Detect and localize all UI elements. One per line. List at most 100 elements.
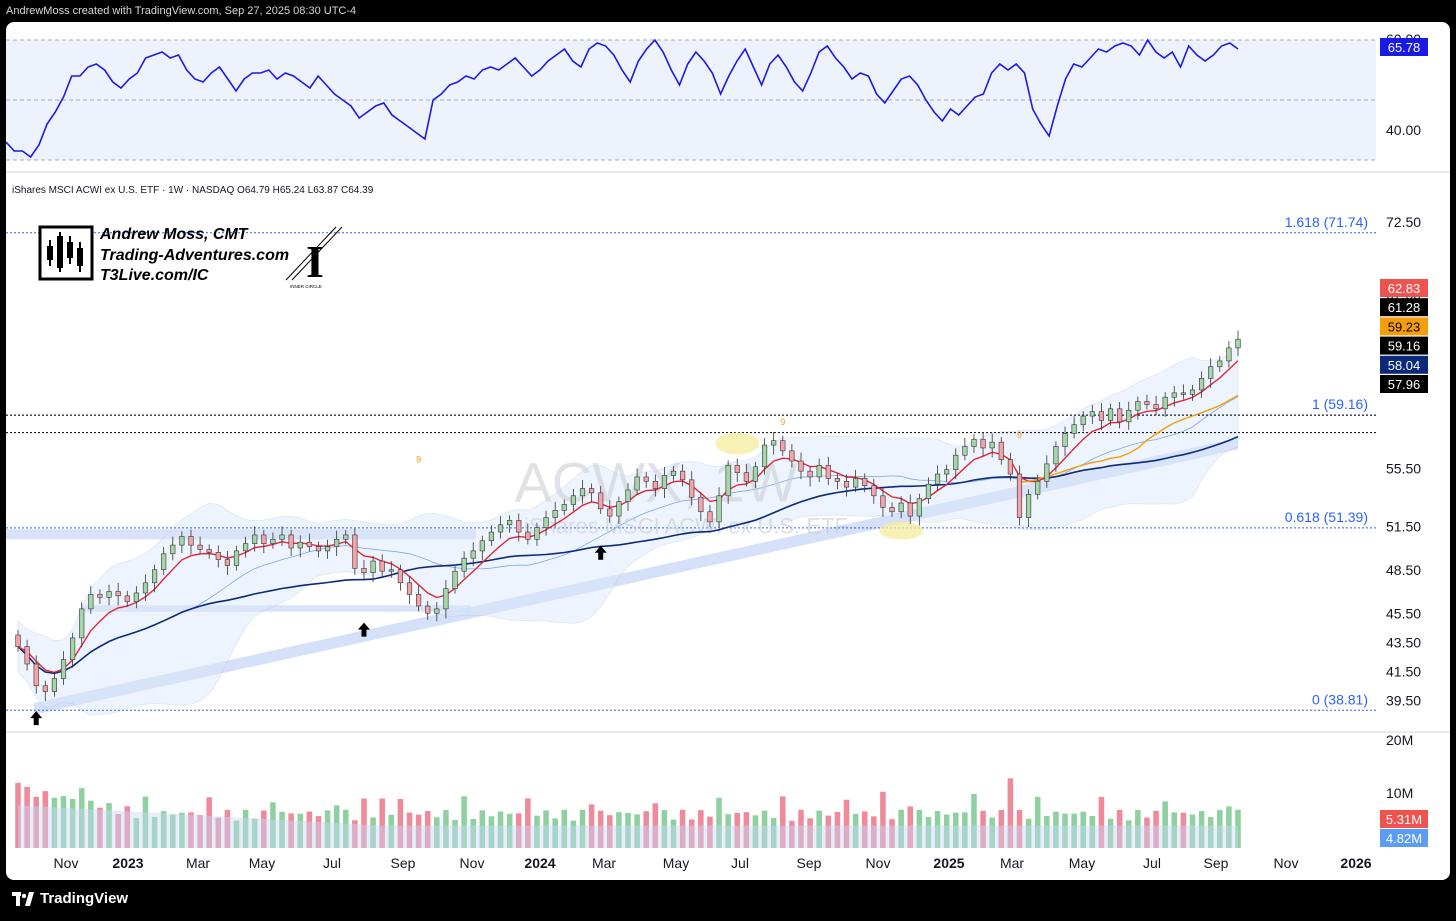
candle-body: [461, 557, 467, 572]
candle-body: [589, 488, 595, 494]
volume-bar: [506, 813, 513, 848]
volume-bar: [1198, 811, 1205, 848]
volume-bar: [780, 796, 786, 848]
price-pane: 1.618 (71.74) 1 (59.16) 0.618 (51.39) 0 (38…: [6, 214, 1450, 733]
candle-body: [452, 570, 458, 589]
candle-body: [1135, 401, 1141, 411]
candle-body: [725, 465, 731, 497]
volume-bar: [962, 812, 968, 848]
candle-body: [734, 465, 740, 473]
volume-ma-area: [18, 805, 1238, 848]
fib-level-label: 0 (38.81): [1312, 691, 1368, 707]
volume-bar: [1053, 811, 1059, 848]
candle-body: [170, 544, 176, 555]
candle-body: [707, 511, 713, 523]
price-badge: [1380, 279, 1428, 297]
volume-bar: [916, 810, 923, 848]
price-axis[interactable]: 60.0040.0065.7872.5067.5055.5051.5048.50…: [1380, 31, 1428, 847]
time-tick-label: Jul: [1143, 855, 1161, 871]
volume-bar: [306, 811, 313, 848]
volume-bar: [1135, 809, 1141, 848]
candle-body: [607, 508, 613, 517]
chart-svg[interactable]: iShares MSCI ACWI ex U.S. ETF · 1W · NAS…: [6, 22, 1450, 880]
candle-body: [1062, 433, 1068, 447]
volume-bar: [679, 809, 686, 848]
volume-bar: [843, 799, 850, 848]
volume-bar: [1044, 815, 1050, 848]
candle-body: [971, 438, 977, 447]
chart-panel[interactable]: iShares MSCI ACWI ex U.S. ETF · 1W · NAS…: [6, 22, 1450, 880]
volume-badge: [1380, 810, 1428, 828]
time-tick-label: Jul: [731, 855, 749, 871]
volume-bar: [725, 814, 731, 848]
candle-body: [1189, 389, 1196, 395]
candle-body: [233, 550, 240, 566]
volume-bar: [24, 786, 30, 848]
candle-body: [944, 469, 950, 475]
volume-bar: [406, 812, 413, 848]
brand-author: Andrew Moss, CMT: [99, 226, 249, 243]
volume-bar: [1226, 806, 1232, 848]
time-tick-label: 2023: [112, 855, 143, 871]
time-axis[interactable]: Nov 2023 Mar May Jul Sep Nov 2024 Mar May Jul Sep No…: [54, 855, 1372, 871]
candle-body: [1117, 408, 1123, 423]
price-badge-text: 59.16: [1388, 339, 1421, 354]
tradingview-logo[interactable]: TradingView: [12, 890, 128, 907]
volume-bar: [443, 809, 449, 848]
candle-body: [270, 538, 276, 544]
candle-body: [871, 485, 877, 497]
volume-bar: [971, 794, 977, 848]
volume-bar: [434, 817, 440, 848]
candle-body: [261, 534, 267, 544]
candle-body: [297, 541, 303, 549]
rsi-value-badge: [1380, 38, 1428, 56]
volume-bar: [342, 809, 349, 848]
candle-body: [243, 543, 249, 552]
candle-body: [306, 541, 312, 547]
highlight-ellipse: [879, 521, 924, 540]
time-tick-label: Nov: [1274, 855, 1299, 871]
volume-bar: [852, 813, 859, 848]
volume-bar: [661, 810, 668, 848]
volume-bar: [889, 819, 895, 848]
volume-bar: [224, 809, 231, 848]
time-tick-label: Nov: [866, 855, 891, 871]
candle-body: [916, 498, 922, 517]
price-tick-label: 55.50: [1386, 460, 1421, 476]
volume-bar: [907, 806, 914, 848]
td-count-marker: 9: [1017, 430, 1022, 440]
volume-bar: [1180, 812, 1187, 848]
volume-bar: [233, 820, 240, 848]
candle-body: [334, 538, 340, 547]
volume-bar: [1116, 809, 1123, 848]
candle-body: [70, 637, 76, 660]
candle-body: [1180, 392, 1186, 395]
price-tick-label: 45.50: [1386, 605, 1421, 621]
candle-body: [616, 501, 622, 517]
candle-body: [516, 520, 522, 533]
volume-bar: [1125, 820, 1132, 848]
candle-body: [224, 559, 230, 566]
candles-logo-glyph: [47, 232, 83, 272]
fib-level-label: 0.618 (51.39): [1285, 509, 1368, 525]
volume-bar: [934, 811, 941, 848]
volume-bar: [688, 819, 695, 848]
volume-bar: [415, 814, 422, 848]
candle-body: [197, 544, 203, 550]
volume-bar: [106, 803, 112, 848]
rsi-line: [6, 38, 1239, 159]
volume-bar: [1107, 818, 1114, 848]
volume-tick-label: 10M: [1386, 785, 1413, 801]
candle-body: [716, 495, 722, 523]
volume-bar: [1235, 809, 1241, 848]
logo-candle-body: [47, 246, 53, 260]
candle-body: [288, 534, 294, 549]
time-tick-label: May: [249, 855, 275, 871]
volume-bar: [242, 809, 249, 848]
price-tick-label: 39.50: [1386, 692, 1421, 708]
volume-bar: [324, 810, 331, 848]
volume-bar: [297, 813, 304, 848]
volume-bar: [215, 817, 222, 848]
volume-bar: [770, 817, 777, 848]
candle-body: [525, 531, 531, 540]
